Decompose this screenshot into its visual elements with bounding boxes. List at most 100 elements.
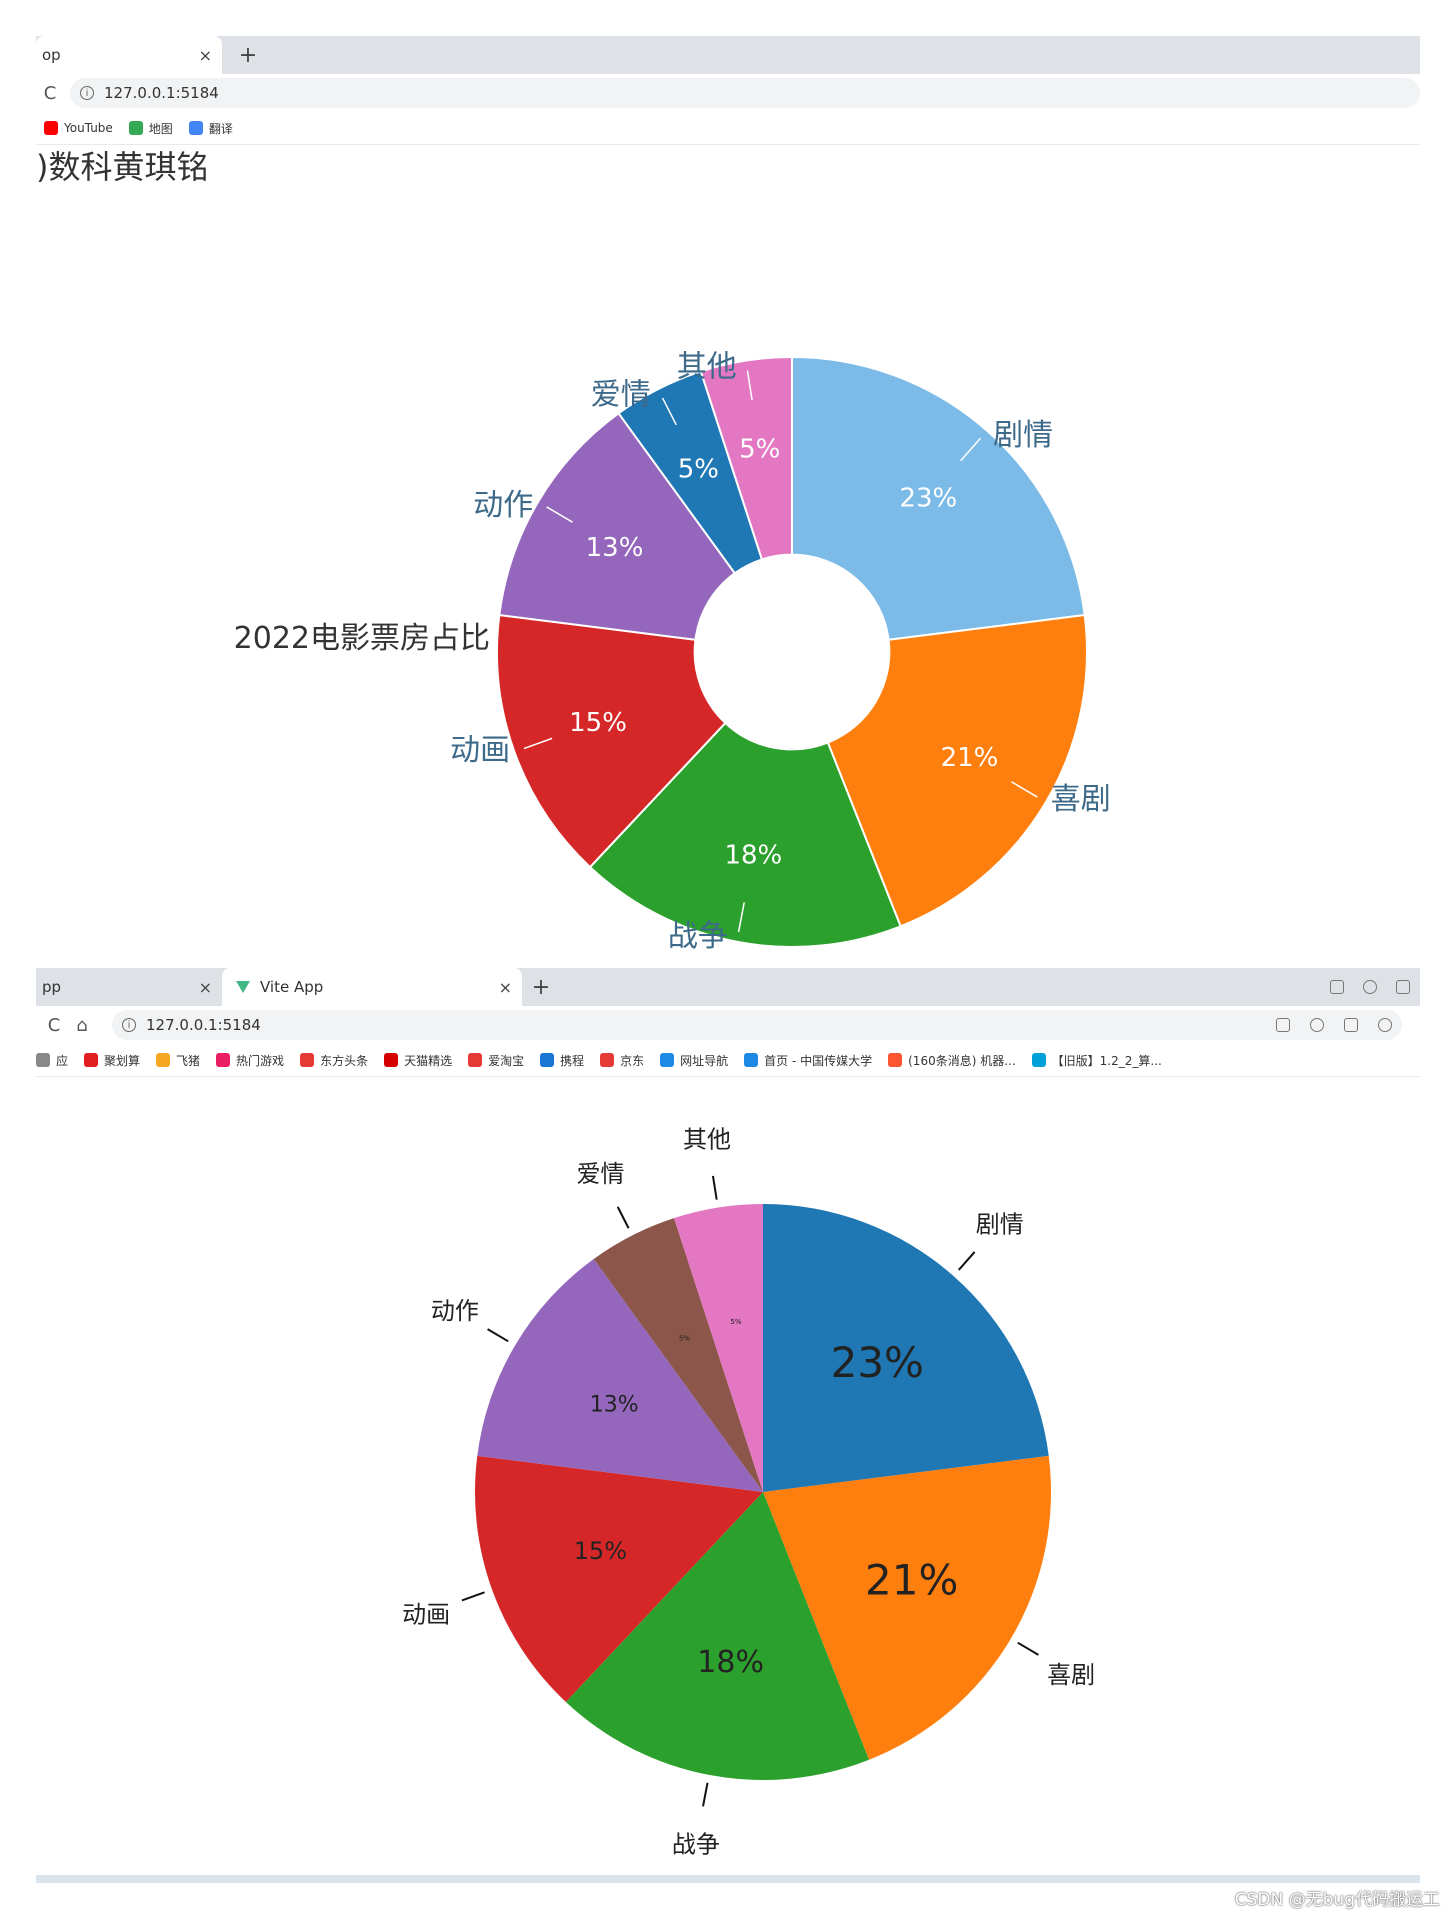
youtube-icon: [44, 121, 58, 135]
bookmark-item[interactable]: 天猫精选: [384, 1052, 452, 1069]
pie-slice-喜剧[interactable]: [763, 1455, 1051, 1760]
pie-slice-剧情[interactable]: [763, 1204, 1049, 1492]
bookmark-label: 翻译: [208, 121, 233, 136]
scrollbar-strip[interactable]: [36, 1875, 1420, 1883]
new-tab-button[interactable]: +: [238, 42, 258, 68]
bookmark-item[interactable]: 飞猪: [156, 1052, 200, 1069]
bookmark-item[interactable]: 应: [36, 1052, 68, 1069]
category-label: 爱情: [576, 1160, 624, 1188]
bookmark-icon: [468, 1053, 483, 1067]
close-tab-icon[interactable]: ×: [198, 45, 212, 65]
bookmark-icon: [540, 1053, 555, 1067]
share-icon[interactable]: [1276, 1018, 1290, 1032]
bookmark-label: 天猫精选: [404, 1053, 453, 1068]
tab-app[interactable]: op ×: [36, 36, 222, 74]
value-label: 18%: [724, 841, 782, 871]
category-label: 动作: [473, 488, 533, 523]
donut-slice-动画[interactable]: [496, 613, 727, 869]
site-info-icon[interactable]: i: [80, 86, 94, 100]
bookmark-youtube[interactable]: YouTube: [44, 121, 113, 135]
zoom-icon[interactable]: [1310, 1018, 1324, 1032]
reload-icon[interactable]: C: [47, 1014, 61, 1036]
bookmark-label: 首页 - 中国传媒大学: [764, 1053, 873, 1068]
bookmarks-bar: YouTube 地图 翻译: [36, 112, 1420, 145]
value-label: 21%: [865, 1556, 958, 1605]
bookmark-label: 京东: [620, 1053, 645, 1068]
label-leader-line: [1017, 1641, 1039, 1656]
bookmark-icon: [744, 1053, 759, 1067]
donut-chart: 23% 剧情 21% 喜剧 18% 战争 15% 动画 13% 动作 5% 爱情 5% 其他 2022电影票…: [234, 350, 1111, 954]
close-tab-icon[interactable]: ×: [198, 977, 212, 997]
maps-icon: [128, 121, 143, 135]
address-row: C i 127.0.0.1:5184: [36, 74, 1420, 112]
value-label: 18%: [697, 1645, 764, 1680]
bookmark-item[interactable]: 聚划算: [84, 1052, 140, 1069]
site-info-icon[interactable]: i: [122, 1018, 136, 1032]
bookmark-icon: [84, 1053, 99, 1067]
tab-search-icon[interactable]: [1330, 980, 1344, 994]
label-leader-line: [616, 1206, 630, 1229]
lightning-icon[interactable]: [1344, 1018, 1358, 1032]
category-label: 其他: [677, 350, 737, 385]
url-text: 127.0.0.1:5184: [146, 1016, 261, 1034]
label-leader-line: [702, 1782, 709, 1807]
new-tab-button[interactable]: +: [531, 974, 551, 1000]
bookmark-icon: [384, 1053, 399, 1067]
bookmark-label: 热门游戏: [236, 1053, 285, 1068]
tab-strip: pp × Vite App × +: [36, 968, 1420, 1006]
bookmark-maps[interactable]: 地图: [128, 120, 173, 137]
bookmark-icon: [156, 1053, 171, 1067]
shirt-icon[interactable]: [1396, 980, 1410, 994]
bookmark-item[interactable]: 热门游戏: [216, 1052, 284, 1069]
tab-strip: op × +: [36, 36, 1420, 74]
pie-slice-爱情[interactable]: [593, 1218, 763, 1492]
reload-icon[interactable]: C: [43, 82, 57, 104]
home-icon[interactable]: ⌂: [76, 1014, 88, 1036]
address-bar[interactable]: i 127.0.0.1:5184: [112, 1010, 1402, 1040]
tab-vite-app[interactable]: Vite App ×: [222, 968, 522, 1006]
bookmark-item[interactable]: 首页 - 中国传媒大学: [744, 1052, 872, 1069]
bookmark-label: 爱淘宝: [488, 1053, 525, 1068]
translate-icon: [188, 121, 203, 135]
bookmark-label: 飞猪: [176, 1053, 201, 1068]
value-label: 15%: [569, 708, 627, 738]
value-label: 23%: [831, 1338, 924, 1387]
donut-slice-喜剧[interactable]: [826, 613, 1088, 928]
label-leader-line: [746, 370, 753, 401]
donut-slice-战争[interactable]: [588, 721, 902, 948]
bookmark-item[interactable]: (160条消息) 机器...: [888, 1052, 1016, 1069]
donut-slice-其他[interactable]: [699, 355, 793, 561]
star-icon[interactable]: [1378, 1018, 1392, 1032]
close-tab-icon[interactable]: ×: [498, 977, 512, 997]
bookmark-translate[interactable]: 翻译: [188, 120, 233, 137]
label-leader-line: [711, 1175, 718, 1200]
label-leader-line: [957, 1251, 976, 1271]
bookmark-item[interactable]: 【旧版】1.2_2_算...: [1031, 1052, 1162, 1069]
address-bar[interactable]: i 127.0.0.1:5184: [70, 78, 1420, 108]
bookmark-item[interactable]: 爱淘宝: [468, 1052, 524, 1069]
value-label: 5%: [739, 434, 780, 464]
bookmark-item[interactable]: 京东: [600, 1052, 644, 1069]
label-leader-line: [461, 1591, 485, 1602]
pie-slice-其他[interactable]: [674, 1204, 763, 1492]
tab-app[interactable]: pp ×: [36, 968, 222, 1006]
category-label: 喜剧: [1051, 782, 1111, 817]
donut-slice-动作[interactable]: [498, 411, 737, 641]
donut-slice-剧情[interactable]: [791, 355, 1086, 641]
bookmark-label: 地图: [148, 121, 173, 136]
value-label: 23%: [899, 483, 957, 513]
value-label: 5%: [730, 1318, 741, 1326]
bookmark-icon: [1031, 1053, 1046, 1067]
extensions-icon[interactable]: [1363, 980, 1377, 994]
category-label: 动作: [431, 1297, 479, 1325]
value-label: 21%: [941, 743, 999, 773]
pie-slice-动作[interactable]: [477, 1259, 763, 1492]
bookmark-item[interactable]: 东方头条: [300, 1052, 368, 1069]
tab-title: Vite App: [260, 978, 324, 996]
bookmarks-bar: 应 聚划算 飞猪 热门游戏 东方头条 天猫精选 爱淘宝 携程 京东 网址导航 首页 - 中国传媒大学…: [36, 1044, 1420, 1077]
pie-slice-动画[interactable]: [475, 1455, 763, 1702]
pie-slice-战争[interactable]: [565, 1492, 870, 1780]
category-label: 战争: [668, 919, 728, 954]
bookmark-item[interactable]: 携程: [540, 1052, 584, 1069]
bookmark-item[interactable]: 网址导航: [660, 1052, 728, 1069]
